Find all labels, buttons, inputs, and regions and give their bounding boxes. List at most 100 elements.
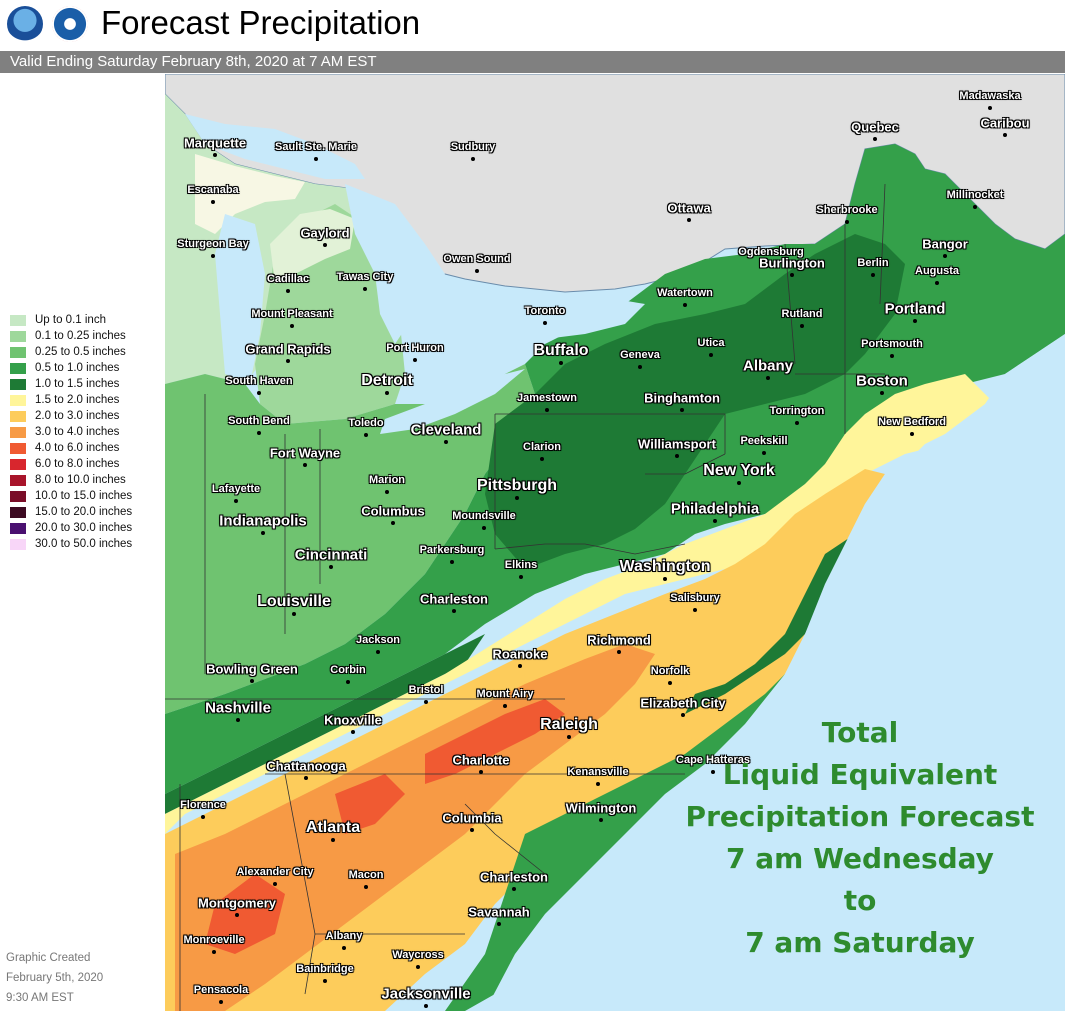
city-dot — [364, 433, 368, 437]
city-label: Monroeville — [183, 934, 245, 946]
legend-swatch — [10, 330, 26, 342]
legend-item: 10.0 to 15.0 inches — [10, 488, 165, 504]
city-dot — [935, 281, 939, 285]
lake-ontario — [515, 299, 645, 339]
city-label: Watertown — [657, 287, 713, 299]
lake-erie — [380, 369, 525, 434]
city-label: Gaylord — [300, 225, 350, 241]
annotation-line: to — [843, 884, 877, 917]
city-dot — [444, 440, 448, 444]
city-dot — [479, 770, 483, 774]
city-dot — [845, 220, 849, 224]
city-dot — [543, 321, 547, 325]
city-dot — [668, 681, 672, 685]
city-label: Jackson — [355, 634, 401, 646]
city-label: Albany — [325, 930, 363, 942]
legend-item: 3.0 to 4.0 inches — [10, 424, 165, 440]
city-label: Jamestown — [517, 392, 577, 404]
legend-swatch — [10, 474, 26, 486]
city-dot — [503, 704, 507, 708]
city-dot — [416, 965, 420, 969]
city-dot — [201, 815, 205, 819]
city-dot — [273, 882, 277, 886]
city-dot — [687, 218, 691, 222]
city-label: Elizabeth City — [640, 695, 726, 711]
city-label: Moundsville — [452, 510, 516, 522]
city-dot — [304, 776, 308, 780]
city-label: Ottawa — [667, 200, 711, 216]
city-label: Pensacola — [193, 984, 249, 996]
city-dot — [795, 421, 799, 425]
city-dot — [470, 828, 474, 832]
legend-swatch — [10, 458, 26, 470]
city-dot — [559, 361, 563, 365]
city-dot — [518, 664, 522, 668]
city-label: Richmond — [587, 632, 651, 648]
city-dot — [871, 273, 875, 277]
city-dot — [212, 950, 216, 954]
valid-time-text: Valid Ending Saturday February 8th, 2020… — [10, 53, 377, 70]
city-label: Toledo — [348, 417, 384, 429]
city-dot — [385, 490, 389, 494]
city-label: Salisbury — [670, 592, 720, 604]
city-dot — [329, 565, 333, 569]
nws-logo-icon — [52, 6, 88, 42]
legend-label: 6.0 to 8.0 inches — [35, 458, 120, 470]
city-dot — [351, 730, 355, 734]
legend-item: 8.0 to 10.0 inches — [10, 472, 165, 488]
city-dot — [910, 432, 914, 436]
city-dot — [545, 408, 549, 412]
created-time: 9:30 AM EST — [6, 992, 74, 1004]
city-dot — [988, 106, 992, 110]
annotation-line: 7 am Wednesday — [726, 842, 994, 875]
city-label: New Bedford — [878, 416, 946, 428]
forecast-annotation: Total Liquid Equivalent Precipitation Fo… — [680, 712, 1040, 964]
city-label: Clarion — [523, 441, 561, 453]
city-label: Cadillac — [266, 273, 310, 285]
city-label: Albany — [742, 357, 794, 375]
city-dot — [211, 200, 215, 204]
legend-label: 3.0 to 4.0 inches — [35, 426, 120, 438]
city-label: Utica — [697, 337, 725, 349]
lake-huron — [345, 184, 445, 344]
city-label: Cape Hatteras — [676, 754, 750, 766]
city-dot — [599, 818, 603, 822]
city-label: Boston — [856, 372, 908, 390]
city-label: Columbus — [361, 503, 425, 519]
city-label: Binghamton — [644, 390, 720, 406]
city-dot — [713, 519, 717, 523]
created-note: Graphic Created February 5th, 2020 9:30 … — [6, 948, 103, 1008]
legend-label: 2.0 to 3.0 inches — [35, 410, 120, 422]
zone-1.5-2.0 — [165, 374, 995, 834]
city-dot — [261, 531, 265, 535]
zone-1.0-1.5 — [485, 234, 905, 569]
created-date: February 5th, 2020 — [6, 972, 104, 984]
legend-item: 30.0 to 50.0 inches — [10, 536, 165, 552]
map-canvas — [165, 74, 1065, 1011]
city-dot — [363, 287, 367, 291]
city-label: Ogdensburg — [738, 246, 804, 258]
city-label: Waycross — [392, 949, 444, 961]
city-label: Mount Airy — [476, 688, 534, 700]
state-borders — [165, 183, 886, 1011]
header: Forecast Precipitation — [0, 0, 1065, 50]
city-dot — [290, 324, 294, 328]
city-dot — [342, 946, 346, 950]
city-label: Augusta — [915, 265, 959, 277]
legend-swatch — [10, 442, 26, 454]
city-label: Philadelphia — [670, 500, 760, 518]
legend-label: 8.0 to 10.0 inches — [35, 474, 126, 486]
city-label: Louisville — [257, 593, 331, 610]
city-dot — [303, 463, 307, 467]
created-line: Graphic Created — [6, 952, 91, 964]
city-label: Torrington — [769, 405, 825, 417]
zone-0.25-0.5 — [165, 364, 535, 714]
city-dot — [1003, 133, 1007, 137]
zone-cream-mi — [270, 209, 355, 284]
city-label: Marquette — [183, 135, 247, 151]
city-dot — [364, 885, 368, 889]
city-dot — [711, 770, 715, 774]
city-label: Pittsburgh — [477, 477, 557, 494]
city-label: Indianapolis — [219, 512, 307, 530]
legend-item: 0.1 to 0.25 inches — [10, 328, 165, 344]
